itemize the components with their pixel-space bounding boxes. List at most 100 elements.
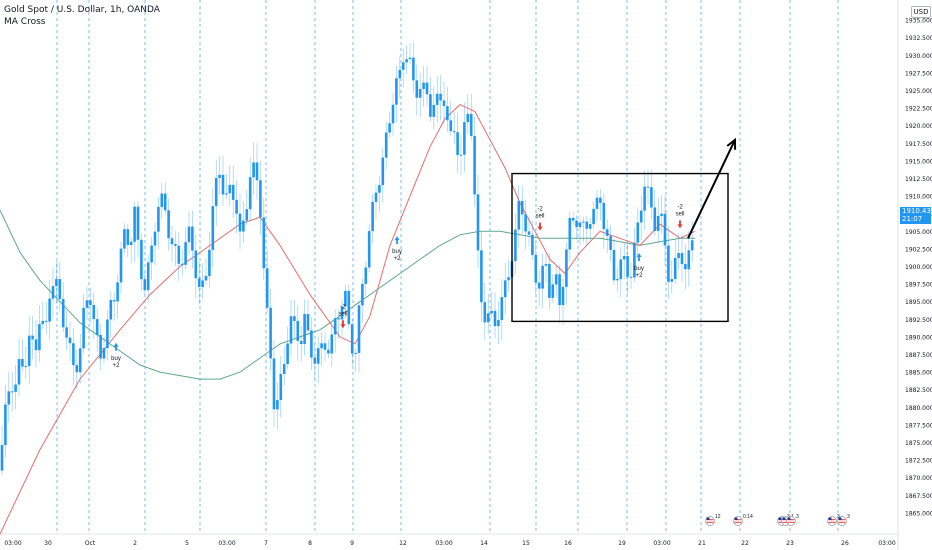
candle-body [391, 104, 395, 124]
candle-body [208, 249, 211, 276]
flag-stripe [787, 521, 795, 523]
symbol-title[interactable]: Gold Spot / U.S. Dollar, 1h, OANDA [4, 5, 160, 15]
time-tick-label: 15 [522, 540, 530, 547]
price-tick-label: 1915.000 [905, 158, 932, 165]
candle-body [133, 206, 136, 242]
candle-body [289, 316, 293, 344]
candle-body [650, 187, 653, 208]
candle-body [592, 208, 595, 225]
candle-body [153, 231, 157, 246]
flag-canton [706, 517, 710, 520]
candle-body [61, 298, 65, 328]
candle-body [602, 202, 606, 230]
candle-body [313, 357, 317, 364]
time-tick-label: 23 [786, 540, 794, 547]
candle-body [340, 306, 344, 320]
candle-body [612, 249, 616, 281]
price-tick-label: 1892.500 [905, 317, 932, 324]
candle-body [197, 278, 201, 288]
candle-body [347, 290, 351, 325]
bar-countdown: 21:07 [902, 215, 923, 223]
time-tick-label: 7 [264, 540, 268, 547]
candle-body [218, 174, 221, 178]
time-tick-label: 21 [698, 540, 706, 547]
candle-body [337, 318, 340, 320]
candle-body [622, 255, 626, 260]
candle-body [578, 222, 582, 228]
candle-body [531, 234, 534, 255]
candle-body [225, 193, 228, 195]
time-axis[interactable]: 03:00 30 Oct 2 5 03:00 7 8 9 12 03:00 14 15 16 19 03:00… [0, 533, 898, 547]
time-tick-label: 30 [44, 540, 52, 547]
price-tick-label: 1872.500 [905, 458, 932, 465]
candle-body [282, 364, 286, 374]
candle-body [293, 316, 296, 321]
flag-stripe [706, 521, 714, 523]
event-count: 0.14 [743, 514, 753, 520]
candle-body [364, 267, 368, 284]
candle-body [605, 229, 609, 236]
candle-body [27, 335, 31, 367]
candle-body [446, 106, 449, 121]
candle-body [48, 298, 51, 322]
sell-amount: -2 [677, 204, 683, 210]
candle-body [687, 250, 691, 270]
candle-body [629, 276, 633, 278]
time-tick-label: 03:00 [435, 540, 452, 547]
flag-stripe [782, 521, 790, 523]
candle-body [68, 337, 72, 344]
candle-body [395, 78, 398, 105]
flag-stripe [706, 519, 714, 521]
economic-events[interactable]: 120.1431333 [705, 514, 851, 526]
candle-body [65, 327, 68, 338]
sell-arrow-icon [677, 220, 683, 229]
price-tick-label: 1912.500 [905, 176, 932, 183]
time-tick-label: 14 [480, 540, 488, 547]
candle-body [432, 104, 436, 117]
candle-body [439, 93, 442, 101]
candle-body [276, 400, 279, 410]
candle-body [422, 82, 425, 90]
candle-body [99, 334, 102, 359]
annotation-group[interactable] [511, 137, 737, 323]
candle-body [646, 186, 650, 188]
candle-body [174, 244, 177, 246]
candle-body [78, 348, 82, 373]
price-tick-label: 1890.000 [905, 334, 932, 341]
candle-body [310, 330, 313, 358]
time-tick-label: 26 [841, 540, 849, 547]
candle-body [51, 286, 55, 299]
price-axis[interactable]: 1865.000 1867.500 1870.000 1872.500 1875.000… [897, 0, 932, 550]
candle-body [82, 307, 85, 349]
candle-body [126, 229, 130, 245]
candle-body [4, 404, 7, 446]
time-tick-label: 03:00 [878, 540, 895, 547]
flag-stripe [782, 519, 790, 521]
flag-stripe [838, 519, 846, 521]
candle-body [585, 221, 589, 229]
price-tick-label: 1905.000 [905, 229, 932, 236]
candle-body [170, 238, 174, 245]
candle-body [677, 253, 680, 259]
price-tick-label: 1877.500 [905, 422, 932, 429]
candle-body [690, 240, 694, 251]
candle-body [503, 280, 507, 298]
candle-body [367, 231, 371, 268]
candle-body [548, 264, 551, 298]
candle-body [245, 209, 249, 221]
candle-body [619, 259, 623, 280]
flag-canton [778, 517, 782, 520]
candle-body [575, 220, 578, 228]
currency-badge[interactable]: USD [911, 6, 931, 18]
candle-body [534, 254, 538, 283]
candle-body [486, 313, 490, 323]
time-tick-label: 9 [350, 540, 354, 547]
candle-body [544, 264, 548, 266]
last-price-tag: 1910.434 21:07 [900, 207, 932, 224]
candle-body [157, 206, 160, 232]
candle-body [435, 93, 439, 105]
candle-body [660, 213, 663, 216]
indicator-title[interactable]: MA Cross [4, 17, 46, 27]
chart-legend: Gold Spot / U.S. Dollar, 1h, OANDA MA Cr… [4, 4, 160, 28]
